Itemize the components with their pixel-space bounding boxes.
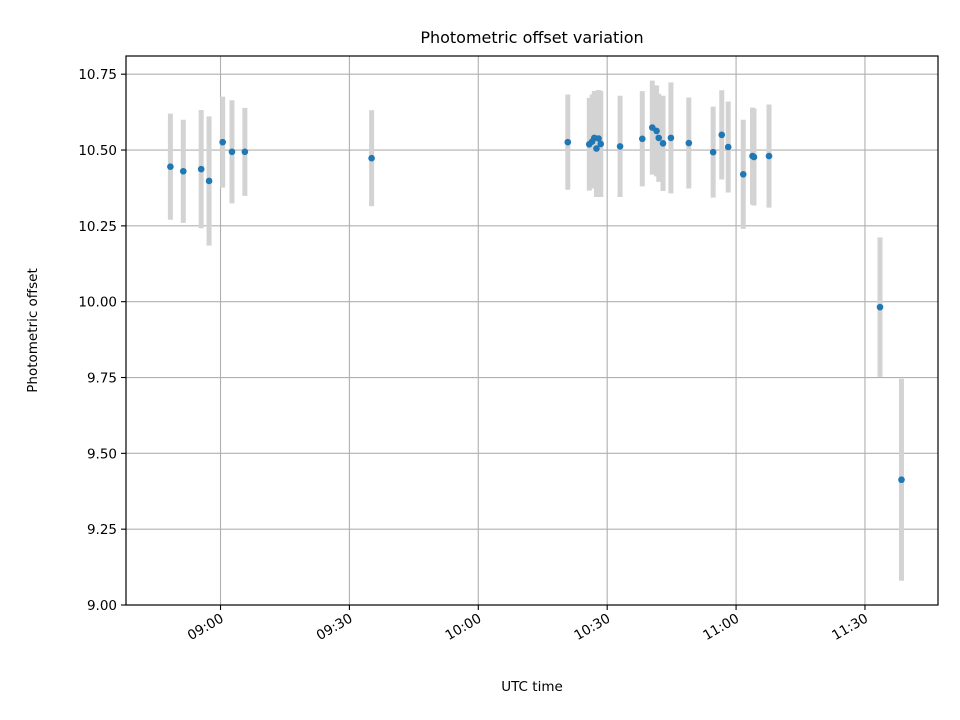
data-point — [667, 134, 675, 142]
data-point — [876, 303, 884, 311]
y-tick-label: 10.00 — [78, 295, 117, 311]
data-point — [564, 138, 572, 146]
data-point — [219, 138, 226, 146]
data-point — [718, 131, 726, 139]
data-point — [228, 148, 236, 156]
data-point — [750, 153, 758, 161]
x-tick-label: 10:00 — [443, 611, 485, 644]
y-tick-label: 9.75 — [87, 371, 117, 387]
chart-title: Photometric offset variation — [420, 28, 643, 47]
x-tick-label: 09:30 — [314, 611, 356, 644]
data-point — [659, 140, 667, 147]
y-tick-label: 9.25 — [87, 522, 117, 538]
plot-frame — [125, 55, 939, 606]
data-point — [368, 154, 375, 162]
data-point — [205, 177, 213, 185]
data-point — [638, 135, 646, 143]
x-tick-label: 09:00 — [185, 611, 227, 644]
y-tick-label: 10.25 — [78, 219, 117, 235]
y-tick-label: 9.00 — [87, 598, 117, 614]
x-tick-label: 11:00 — [700, 611, 742, 644]
data-points — [167, 124, 905, 484]
y-tick-label: 10.50 — [78, 143, 117, 159]
x-tick-label: 10:30 — [571, 611, 613, 644]
data-point — [241, 148, 249, 156]
data-point — [709, 148, 717, 156]
y-tick-label: 9.50 — [87, 446, 117, 462]
y-axis-label: Photometric offset — [25, 268, 41, 392]
data-point — [593, 145, 600, 152]
grid-lines — [126, 56, 938, 606]
data-point — [765, 152, 773, 160]
data-point — [179, 167, 187, 175]
data-point — [597, 140, 605, 148]
data-point — [739, 170, 747, 178]
data-point — [898, 476, 905, 484]
data-point — [685, 139, 693, 147]
x-axis-label: UTC time — [501, 679, 563, 695]
y-tick-label: 10.75 — [78, 67, 117, 83]
data-point — [653, 127, 660, 135]
data-point — [655, 134, 663, 142]
x-tick-label: 11:30 — [829, 611, 871, 644]
error-bars — [167, 80, 904, 581]
data-point — [167, 163, 174, 171]
data-point — [616, 143, 624, 150]
data-point — [595, 135, 602, 142]
data-point — [197, 165, 205, 173]
data-point — [724, 143, 732, 151]
